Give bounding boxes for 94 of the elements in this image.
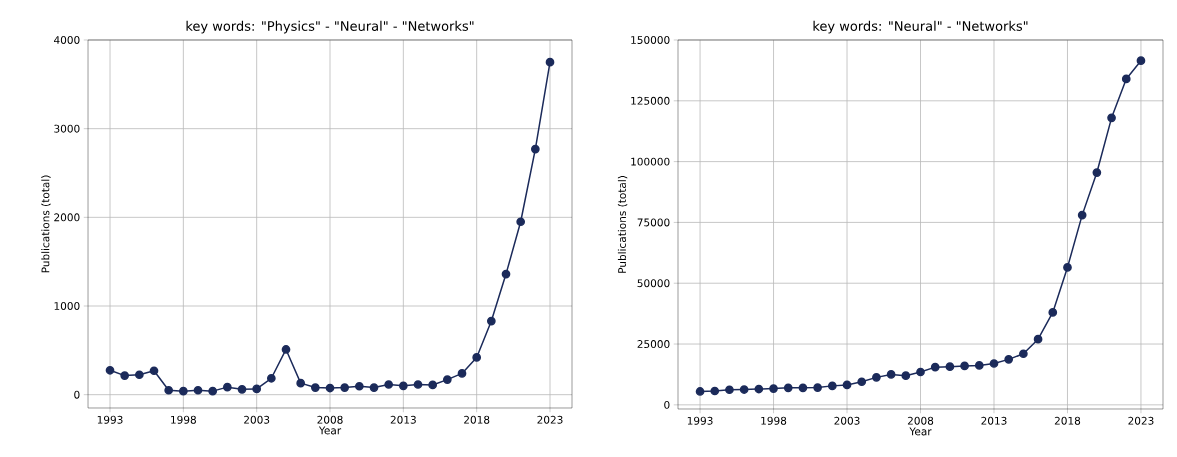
point [725,385,734,395]
point [530,144,540,154]
point [545,57,555,67]
point [179,386,188,396]
point [739,385,749,394]
x-tick-label: 2008 [907,416,934,425]
point [223,382,232,392]
point [769,384,778,393]
point [901,371,911,381]
point [149,366,159,376]
point [296,378,306,388]
point [945,362,955,372]
y-tick-label: 50000 [637,279,670,288]
x-tick-label: 2018 [464,415,490,424]
point [974,361,984,370]
point [827,381,837,391]
y-tick-label: 100000 [631,157,670,166]
y-tick-label: 1000 [54,302,80,310]
point [428,380,438,390]
x-tick-label: 1993 [97,415,123,424]
x-tick-label: 1993 [687,416,713,425]
y-axis-title: Publications (total) [617,176,628,273]
point [1107,113,1116,123]
x-tick-label: 2003 [834,416,860,425]
point [710,386,720,396]
point [281,345,291,354]
point [354,381,364,391]
point [989,359,999,368]
y-tick-label: 25000 [637,340,670,348]
point [857,377,867,387]
chart-title: key words: "Neural" - "Networks" [813,20,1028,34]
point [1121,74,1131,84]
point [208,386,218,396]
point [798,383,808,393]
x-tick-label: 2008 [317,415,343,424]
point [1092,168,1102,177]
point [472,353,482,362]
point [516,217,526,227]
point [695,387,705,396]
point [916,367,925,377]
x-tick-label: 2013 [390,415,416,424]
point [813,383,822,392]
x-tick-label: 1998 [171,415,196,424]
y-axis-title: Publications (total) [41,175,51,273]
x-tick-label: 2023 [1128,416,1154,425]
y-tick-label: 0 [664,400,670,409]
point [310,383,320,392]
y-tick-label: 0 [74,390,80,399]
point [501,269,511,279]
point [252,384,262,394]
x-tick-label: 2003 [244,415,270,424]
y-tick-label: 125000 [631,96,670,105]
point [1136,56,1146,66]
point [193,385,203,395]
point [413,380,423,389]
x-axis-title: Year [318,426,342,435]
y-tick-label: 4000 [54,36,80,44]
x-tick-label: 2018 [1054,416,1081,425]
point [1077,210,1087,220]
point [267,373,276,383]
point [325,383,335,393]
y-tick-label: 3000 [54,124,80,133]
point [369,383,379,392]
x-tick-label: 1998 [761,416,787,425]
point [442,375,452,384]
point [842,380,852,390]
point [237,385,247,394]
x-axis-title: Year [909,427,932,436]
point [398,381,408,391]
point [1019,349,1028,359]
point [1048,308,1058,317]
point [930,362,940,372]
point [384,380,394,389]
point [872,373,881,382]
point [105,365,115,375]
point [754,384,764,394]
y-tick-label: 2000 [54,213,80,222]
point [960,361,969,371]
x-tick-label: 2023 [537,415,563,424]
point [486,316,496,326]
point [1063,263,1072,272]
point [783,383,793,393]
point [120,371,130,380]
y-tick-label: 150000 [631,36,670,44]
point [457,369,467,378]
point [1033,334,1043,344]
point [164,385,174,395]
point [886,370,896,379]
point [340,383,350,392]
point [1004,355,1014,364]
chart-title: key words: "Physics" - "Neural" - "Networks" [186,20,474,34]
y-tick-label: 75000 [637,218,670,227]
x-tick-label: 2013 [981,416,1007,425]
point [135,370,144,380]
